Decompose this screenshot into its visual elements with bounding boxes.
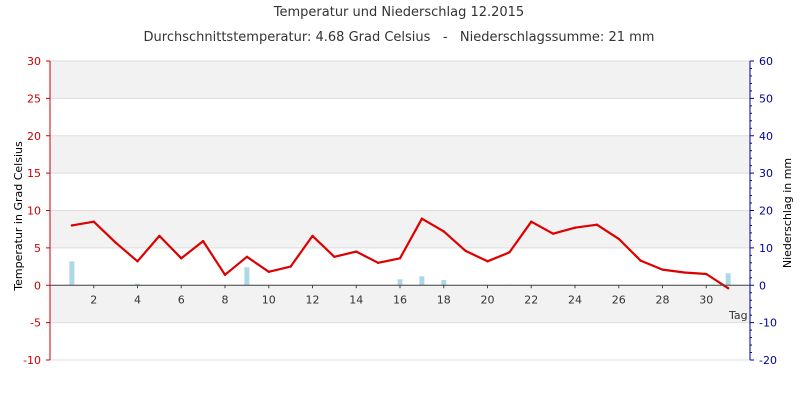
y-axis-label-right: Niederschlag in mm	[781, 158, 794, 268]
temperature-point	[114, 241, 117, 244]
temperature-point	[639, 259, 642, 262]
x-tick-label: 20	[481, 293, 495, 306]
background-bands	[50, 61, 750, 360]
x-tick-label: 26	[612, 293, 626, 306]
y-tick-label-left: 0	[34, 279, 41, 292]
temperature-point	[551, 232, 555, 235]
temperature-point	[595, 223, 599, 226]
band	[50, 173, 750, 211]
y-tick-label-right: -10	[759, 317, 777, 330]
x-tick-label: 2	[90, 293, 97, 306]
x-tick-label: 18	[437, 293, 451, 306]
y-tick-label-left: -10	[23, 354, 41, 367]
precipitation-bar	[397, 279, 403, 286]
y-tick-label-left: 5	[34, 242, 41, 255]
y-tick-label-right: -20	[759, 354, 777, 367]
band	[50, 61, 750, 99]
y-tick-label-left: 25	[27, 92, 41, 105]
precipitation-bar	[419, 276, 425, 286]
x-tick-label: 30	[699, 293, 713, 306]
y-tick-label-left: 30	[27, 55, 41, 68]
y-tick-label-left: 10	[27, 205, 41, 218]
y-tick-label-right: 40	[759, 130, 773, 143]
temperature-point	[267, 270, 270, 273]
temperature-point	[486, 260, 489, 263]
temperature-point	[70, 224, 74, 227]
precipitation-bar	[244, 267, 250, 286]
temperature-point	[245, 255, 249, 259]
x-tick-label: 8	[222, 293, 229, 306]
band	[50, 210, 750, 248]
x-tick-label: 14	[349, 293, 363, 306]
precipitation-bar	[69, 261, 75, 286]
temperature-point	[289, 265, 292, 268]
precipitation-bar	[441, 280, 447, 286]
temperature-point	[376, 261, 380, 265]
y-tick-label-left: -5	[30, 317, 41, 330]
band	[50, 98, 750, 136]
y-tick-label-right: 0	[759, 279, 766, 292]
x-axis-label: Tag	[728, 309, 748, 322]
temperature-point	[617, 237, 620, 241]
y-axis-label-left: Temperatur in Grad Celsius	[12, 141, 25, 292]
temperature-point	[442, 230, 445, 233]
temperature-point	[661, 268, 664, 271]
temperature-point	[180, 257, 183, 260]
y-tick-label-left: 15	[27, 167, 41, 180]
chart-title: Temperatur und Niederschlag 12.2015	[273, 5, 524, 20]
temperature-point	[464, 249, 467, 253]
x-tick-label: 10	[262, 293, 276, 306]
band	[50, 322, 750, 360]
chart-subtitle: Durchschnittstemperatur: 4.68 Grad Celsi…	[144, 30, 655, 45]
temperature-point	[530, 220, 533, 223]
temperature-point	[705, 272, 708, 276]
x-tick-label: 24	[568, 293, 582, 306]
temperature-point	[683, 271, 686, 274]
x-tick-label: 12	[306, 293, 320, 306]
precipitation-bar	[135, 283, 140, 286]
y-tick-label-left: 20	[27, 130, 41, 143]
temperature-point	[311, 234, 314, 238]
band	[50, 135, 750, 174]
temperature-point	[398, 257, 402, 260]
temperature-point	[726, 287, 730, 290]
precipitation-bar	[725, 273, 731, 286]
y-tick-label-right: 20	[759, 205, 773, 218]
temperature-point	[355, 250, 358, 253]
y-tick-label-right: 10	[759, 242, 773, 255]
x-tick-label: 16	[393, 293, 407, 306]
temperature-point	[573, 226, 577, 229]
x-tick-label: 22	[524, 293, 538, 306]
x-tick-label: 6	[178, 293, 185, 306]
y-tick-label-right: 60	[759, 55, 773, 68]
y-tick-label-right: 50	[759, 92, 773, 105]
temperature-series	[70, 217, 730, 290]
band	[50, 285, 750, 323]
temperature-point	[136, 260, 139, 263]
temperature-point	[420, 217, 424, 220]
temperature-point	[508, 251, 511, 254]
temperature-point	[92, 220, 95, 223]
temperature-point	[223, 273, 227, 276]
temperature-point	[333, 255, 336, 259]
x-tick-label: 4	[134, 293, 141, 306]
y-tick-label-right: 30	[759, 167, 773, 180]
temperature-point	[201, 239, 205, 243]
x-tick-label: 28	[656, 293, 670, 306]
temperature-point	[158, 234, 161, 238]
